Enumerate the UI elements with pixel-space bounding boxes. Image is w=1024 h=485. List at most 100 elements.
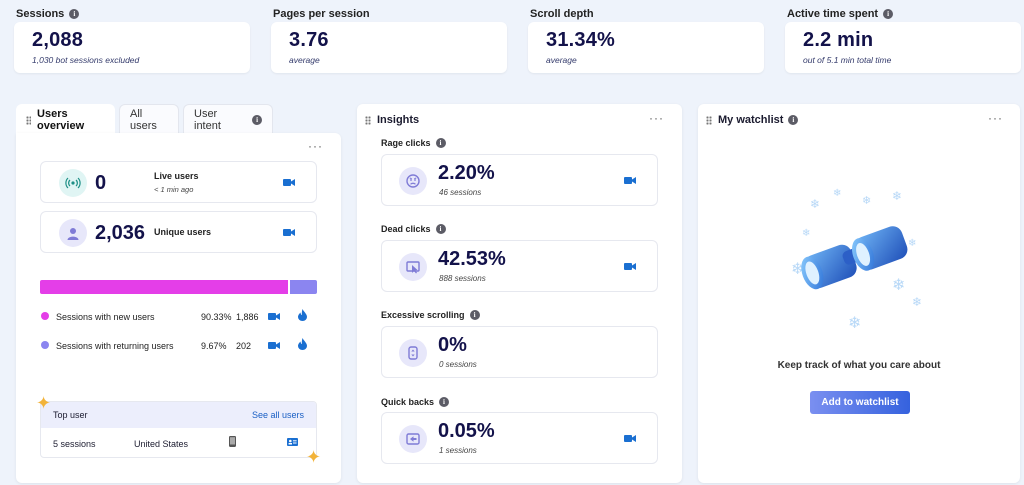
live-users-card: 0 Live users < 1 min ago — [40, 161, 317, 203]
info-icon[interactable]: i — [69, 9, 80, 19]
kpi-subtext: average — [289, 55, 320, 65]
legend-count: 202 — [236, 341, 252, 351]
mobile-device-icon — [229, 436, 236, 449]
drag-handle-icon[interactable] — [26, 115, 32, 125]
excessive-scrolling-card[interactable]: 0% 0 sessions — [381, 326, 658, 378]
heatmap-icon[interactable] — [298, 309, 307, 321]
info-icon[interactable]: i — [469, 310, 480, 320]
quick-backs-card[interactable]: 0.05% 1 sessions — [381, 412, 658, 464]
video-camera-icon[interactable] — [283, 228, 295, 237]
kpi-sessions: Sessions i 2,088 1,030 bot sessions exclu… — [14, 0, 254, 75]
scroll-icon — [399, 339, 427, 367]
info-icon[interactable]: i — [435, 224, 446, 234]
watchlist-panel: My watchlist i ··· — [698, 104, 1020, 483]
svg-text:❄: ❄ — [892, 275, 905, 294]
video-camera-icon[interactable] — [624, 434, 636, 443]
unique-users-card: 2,036 Unique users — [40, 211, 317, 253]
panel-title: Insights — [377, 114, 420, 126]
video-camera-icon[interactable] — [268, 312, 280, 321]
tab-label: All users — [130, 107, 157, 132]
insight-sessions: 1 sessions — [439, 446, 477, 455]
more-options-icon[interactable]: ··· — [649, 111, 664, 125]
top-user-row[interactable]: 5 sessions United States — [41, 428, 316, 457]
svg-text:❄: ❄ — [908, 238, 916, 249]
info-icon[interactable]: i — [439, 397, 450, 407]
binoculars-illustration: ❄ ❄ ❄ ❄ ❄ ❄ ❄ ❄ ❄ ❄ — [791, 188, 922, 332]
kpi-label: Sessions — [16, 8, 65, 20]
insight-label: Dead clicks — [381, 224, 431, 234]
returning-users-legend-dot — [41, 341, 49, 349]
kpi-subtext: 1,030 bot sessions excluded — [32, 55, 140, 65]
kpi-value: 3.76 — [289, 29, 329, 51]
live-users-subtext: < 1 min ago — [154, 185, 194, 194]
rage-clicks-card[interactable]: 2.20% 46 sessions — [381, 154, 658, 206]
live-users-label: Live users — [154, 171, 199, 181]
heatmap-icon[interactable] — [298, 338, 307, 350]
legend-label: Sessions with returning users — [56, 341, 174, 351]
see-all-users-link[interactable]: See all users — [251, 410, 304, 420]
insight-value: 0% — [438, 334, 467, 356]
video-camera-icon[interactable] — [624, 262, 636, 271]
top-user-title: Top user — [53, 410, 88, 420]
legend-label: Sessions with new users — [56, 312, 155, 322]
svg-text:❄: ❄ — [862, 194, 871, 207]
kpi-value: 2,088 — [32, 29, 84, 51]
more-options-icon[interactable]: ··· — [308, 139, 323, 153]
svg-text:❄: ❄ — [892, 189, 902, 203]
video-camera-icon[interactable] — [624, 176, 636, 185]
info-icon[interactable]: i — [435, 138, 446, 148]
svg-text:❄: ❄ — [791, 259, 804, 278]
video-camera-icon[interactable] — [268, 341, 280, 350]
user-icon — [59, 219, 87, 247]
svg-text:❄: ❄ — [833, 188, 841, 199]
user-card-icon[interactable] — [287, 438, 298, 448]
dead-click-icon — [399, 253, 427, 281]
tab-user-intent[interactable]: User intent i — [183, 104, 273, 134]
svg-text:❄: ❄ — [848, 313, 861, 332]
svg-text:❄: ❄ — [912, 295, 922, 309]
tab-label: User intent — [194, 107, 221, 132]
more-options-icon[interactable]: ··· — [988, 111, 1003, 125]
legend-percent: 9.67% — [201, 341, 227, 351]
svg-text:❄: ❄ — [810, 197, 820, 211]
panel-title: My watchlist — [718, 114, 784, 126]
insight-sessions: 46 sessions — [439, 188, 482, 197]
add-to-watchlist-button[interactable]: Add to watchlist — [810, 391, 910, 414]
top-user-card: Top user See all users 5 sessions United… — [40, 401, 317, 458]
drag-handle-icon[interactable] — [706, 115, 712, 125]
quick-back-icon — [399, 425, 427, 453]
kpi-card: 2,088 1,030 bot sessions excluded — [14, 22, 250, 73]
legend-count: 1,886 — [236, 312, 259, 322]
insight-label: Rage clicks — [381, 138, 431, 148]
broadcast-icon — [59, 169, 87, 197]
info-icon[interactable]: i — [883, 9, 894, 19]
insight-value: 0.05% — [438, 420, 495, 442]
kpi-scroll-depth: Scroll depth 31.34% average — [528, 0, 768, 75]
video-camera-icon[interactable] — [283, 178, 295, 187]
kpi-label: Active time spent — [787, 8, 879, 20]
kpi-value: 31.34% — [546, 29, 616, 51]
angry-face-icon — [399, 167, 427, 195]
new-users-bar-segment[interactable] — [40, 280, 288, 294]
insight-value: 2.20% — [438, 162, 495, 184]
dead-clicks-card[interactable]: 42.53% 888 sessions — [381, 240, 658, 292]
watchlist-empty-message: Keep track of what you care about — [777, 360, 941, 371]
kpi-pages-per-session: Pages per session 3.76 average — [271, 0, 511, 75]
insight-sessions: 888 sessions — [439, 274, 486, 283]
tab-all-users[interactable]: All users — [119, 104, 179, 134]
insight-label: Excessive scrolling — [381, 310, 465, 320]
top-user-sessions: 5 sessions — [53, 438, 96, 449]
info-icon[interactable]: i — [252, 114, 262, 125]
kpi-active-time: Active time spent i 2.2 min out of 5.1 mi… — [785, 0, 1024, 75]
tab-users-overview[interactable]: Users overview — [16, 104, 115, 136]
kpi-card: 31.34% average — [528, 22, 764, 73]
drag-handle-icon[interactable] — [365, 115, 371, 125]
kpi-subtext: out of 5.1 min total time — [803, 55, 892, 65]
kpi-label: Pages per session — [273, 8, 370, 20]
returning-users-bar-segment[interactable] — [290, 280, 317, 294]
insight-sessions: 0 sessions — [439, 360, 477, 369]
kpi-card: 2.2 min out of 5.1 min total time — [785, 22, 1021, 73]
info-icon[interactable]: i — [788, 115, 799, 125]
kpi-subtext: average — [546, 55, 577, 65]
sparkle-icon: ✦ — [36, 393, 52, 413]
